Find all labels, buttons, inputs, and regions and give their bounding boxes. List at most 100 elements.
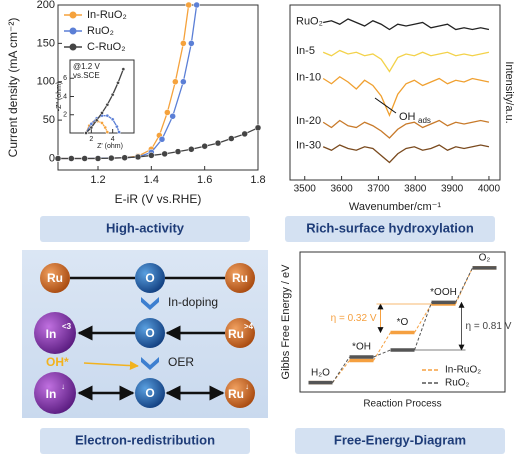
atom-label: Ru [228, 387, 244, 401]
y-tick-label: 200 [37, 0, 55, 11]
data-point [100, 111, 104, 115]
x-axis-label: Reaction Process [363, 399, 441, 410]
y-tick-label: 150 [37, 37, 55, 49]
x-tick-label: 1.4 [144, 174, 159, 186]
data-point [174, 148, 182, 155]
series-label: In-5 [296, 45, 315, 57]
atom [34, 312, 76, 354]
chevron [141, 297, 159, 310]
inset-note: @1.2 V [73, 62, 100, 71]
data-line [322, 144, 490, 164]
atom-label: O [145, 386, 154, 400]
connector [414, 302, 432, 351]
x-tick-label: 1.2 [90, 174, 105, 186]
connector [332, 356, 350, 383]
legend-marker [69, 43, 77, 51]
atom [225, 263, 255, 293]
connector [455, 267, 473, 303]
atom-label: O [145, 271, 154, 285]
data-point [84, 131, 88, 135]
legend-marker [69, 27, 77, 35]
level-label: *O [397, 317, 409, 328]
data-point [89, 122, 94, 126]
level-label: *OOH [430, 287, 457, 298]
atom [40, 263, 70, 293]
atom-label: Ru [228, 327, 244, 341]
caption-box [285, 216, 495, 242]
data-point [116, 80, 120, 85]
connector [455, 267, 473, 305]
x-tick-label: 4 [111, 136, 115, 143]
atom-label: Ru [47, 271, 63, 285]
connector [373, 332, 391, 361]
data-point [188, 146, 195, 153]
step-label: OER [168, 355, 194, 369]
data-point [180, 78, 187, 85]
level-label: *OH [352, 342, 371, 353]
data-point [121, 154, 128, 161]
atom [225, 318, 255, 348]
y-tick-label: 0 [49, 152, 55, 164]
diagram: In-doping OER OH* Ru O Ru In <3 O Ru >4 … [22, 250, 268, 418]
data-point [193, 1, 200, 9]
data-point [117, 130, 121, 134]
x-tick-label: 4000 [478, 184, 501, 195]
x-tick-label: 1.6 [197, 174, 212, 186]
chevron [141, 357, 159, 370]
data-point [105, 113, 110, 118]
atom [135, 263, 165, 293]
annotation-arrow [374, 97, 397, 114]
data-point [169, 113, 176, 120]
connector [332, 360, 350, 383]
data-point [89, 125, 94, 130]
atom [34, 372, 76, 414]
data-point [103, 125, 108, 130]
data-point [148, 152, 155, 159]
data-point [201, 142, 208, 150]
x-tick-label: 3500 [294, 184, 317, 195]
data-point [110, 92, 115, 97]
data-line [322, 75, 490, 117]
legend-label: RuO₂ [87, 25, 114, 37]
x-tick-label: 3600 [330, 184, 353, 195]
atom [225, 378, 255, 408]
legend-marker [69, 11, 77, 19]
data-point [158, 136, 166, 143]
data-point [94, 118, 99, 123]
data-point [228, 135, 235, 142]
data-point [161, 150, 168, 158]
inset-label: -Z'' (ohm) [56, 82, 63, 112]
y-tick-label: 50 [43, 114, 55, 126]
data-point [214, 139, 222, 147]
level-label: O₂ [479, 253, 491, 264]
data-point [115, 124, 119, 129]
annotation-sub: ads [418, 116, 431, 125]
data-point [254, 124, 262, 132]
x-tick-label: 2 [89, 136, 93, 143]
caption-box [40, 216, 250, 242]
data-point [110, 117, 115, 122]
x-tick-label: 3700 [367, 184, 390, 195]
atom-label: In [46, 387, 57, 401]
data-point [100, 121, 104, 125]
data-point [172, 78, 179, 85]
data-line [322, 49, 490, 73]
connector [373, 349, 391, 358]
y-tick-label: 2 [63, 112, 67, 119]
data-point [180, 40, 187, 47]
y-tick-label: 4 [63, 93, 67, 100]
data-point [164, 109, 171, 116]
plot-frame [299, 251, 506, 393]
annotation: η = 0.32 V [331, 313, 377, 324]
series-label: RuO₂ [296, 15, 323, 27]
atom-charge: ↓ [245, 382, 249, 391]
atom-label: O [145, 326, 154, 340]
data-point [121, 67, 126, 71]
level-label: H₂O [311, 367, 330, 378]
caption: Free-Energy-Diagram [334, 432, 466, 447]
inset-label: Z' (ohm) [97, 143, 123, 150]
legend-label: C-RuO₂ [87, 41, 126, 53]
legend-label: In-RuO₂ [87, 9, 127, 21]
y-axis-label: Current density (mA cm⁻²) [6, 18, 20, 158]
